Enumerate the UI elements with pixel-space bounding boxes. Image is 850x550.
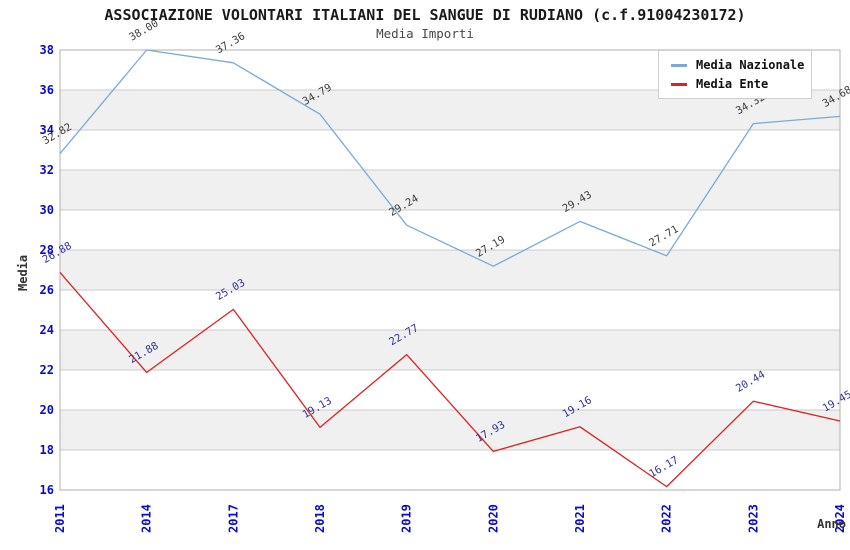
x-tick-label: 2017 xyxy=(226,504,240,533)
x-tick-label: 2011 xyxy=(53,504,67,533)
plot-band xyxy=(60,170,840,210)
chart-title: ASSOCIAZIONE VOLONTARI ITALIANI DEL SANG… xyxy=(104,6,746,24)
y-tick-label: 16 xyxy=(40,483,54,497)
legend-label: Media Nazionale xyxy=(696,58,805,72)
legend-item-media-ente: Media Ente xyxy=(671,77,801,91)
legend: Media Nazionale Media Ente xyxy=(658,50,812,99)
y-tick-label: 22 xyxy=(40,363,54,377)
plot-border xyxy=(59,49,841,491)
y-tick-label: 32 xyxy=(40,163,54,177)
y-axis-title: Media xyxy=(16,254,30,292)
y-tick-label: 26 xyxy=(40,283,54,297)
data-label: 20.44 xyxy=(734,369,767,395)
y-tick-label: 24 xyxy=(40,323,54,337)
legend-swatch-nazionale xyxy=(671,63,687,67)
series-line-media-nazionale xyxy=(59,49,841,267)
data-label: 16.17 xyxy=(647,454,680,480)
x-tick-label: 2024 xyxy=(833,504,847,533)
data-label: 27.71 xyxy=(647,223,680,249)
y-tick-label: 20 xyxy=(40,403,54,417)
x-axis-title: Anno xyxy=(817,517,846,531)
series-line-media-ente xyxy=(59,271,841,488)
x-tick-label: 2023 xyxy=(746,504,760,533)
x-tick-label: 2014 xyxy=(140,504,154,533)
legend-item-media-nazionale: Media Nazionale xyxy=(671,58,805,72)
x-tick-label: 2021 xyxy=(573,504,587,533)
legend-label: Media Ente xyxy=(696,77,769,91)
data-label: 38.00 xyxy=(127,17,160,43)
y-tick-label: 18 xyxy=(40,443,54,457)
plot-band xyxy=(60,330,840,370)
x-tick-label: 2018 xyxy=(313,504,327,533)
x-tick-label: 2022 xyxy=(660,504,674,533)
data-label: 37.36 xyxy=(214,30,247,56)
y-tick-label: 38 xyxy=(40,43,54,57)
plot-band xyxy=(60,250,840,290)
plot-band xyxy=(60,410,840,450)
x-tick-label: 2020 xyxy=(486,504,500,533)
x-tick-label: 2019 xyxy=(400,504,414,533)
legend-swatch-ente xyxy=(671,82,687,86)
chart-subtitle: Media Importi xyxy=(376,26,474,41)
y-tick-label: 30 xyxy=(40,203,54,217)
y-tick-label: 28 xyxy=(40,243,54,257)
y-tick-label: 36 xyxy=(40,83,54,97)
y-tick-label: 34 xyxy=(40,123,54,137)
